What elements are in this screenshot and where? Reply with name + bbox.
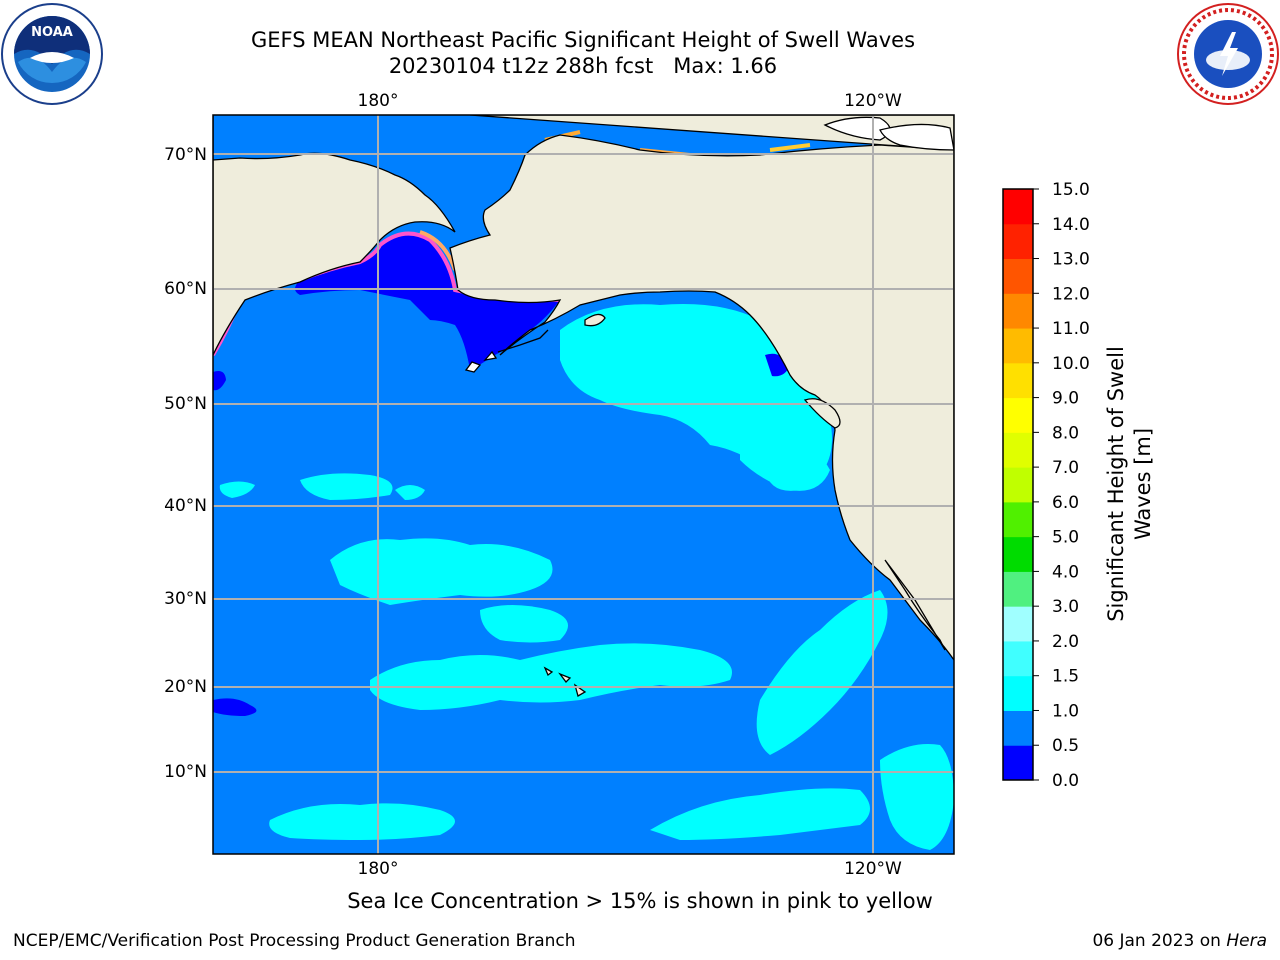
colorbar-tick-label: 13.0 (1052, 250, 1090, 270)
colorbar-tick-label: 6.0 (1052, 493, 1079, 513)
colorbar-tick-label: 1.0 (1052, 701, 1079, 721)
lat-tick-60n: 60°N (164, 279, 207, 299)
footer-credit: NCEP/EMC/Verification Post Processing Pr… (13, 931, 576, 951)
colorbar-segment (1003, 467, 1033, 503)
colorbar-tick-label: 3.0 (1052, 597, 1079, 617)
colorbar-segment (1003, 675, 1033, 711)
colorbar-tick-label: 7.0 (1052, 458, 1079, 478)
colorbar-segment (1003, 640, 1033, 677)
colorbar-segment (1003, 432, 1033, 468)
colorbar-tick-label: 10.0 (1052, 354, 1090, 374)
colorbar-segment (1003, 745, 1033, 781)
colorbar: 0.0 0.5 1.0 1.5 2.0 3.0 4.0 5.0 6.0 7.0 8.0 9.0 10.0… (1002, 180, 1090, 791)
chart-title: GEFS MEAN Northeast Pacific Significant … (250, 28, 916, 52)
colorbar-tick-label: 0.0 (1052, 771, 1079, 791)
map-panel (213, 115, 954, 854)
colorbar-title-line1: Significant Height of Swell (1104, 346, 1128, 622)
colorbar-segment (1003, 328, 1033, 364)
lon-tick-bottom-180: 180° (358, 859, 399, 879)
graticule (213, 115, 954, 854)
colorbar-tick-label: 4.0 (1052, 562, 1079, 582)
footer-host: Hera (1226, 931, 1267, 951)
lat-tick-70n: 70°N (164, 145, 207, 165)
colorbar-segment (1003, 397, 1033, 433)
colorbar-segment (1003, 223, 1033, 260)
colorbar-segment (1003, 571, 1033, 607)
colorbar-tick-label: 0.5 (1052, 736, 1079, 756)
colorbar-segment (1003, 189, 1033, 225)
colorbar-segment (1003, 536, 1033, 572)
colorbar-tick-label: 8.0 (1052, 423, 1079, 443)
chart-subtitle: 20230104 t12z 288h fcst Max: 1.66 (388, 54, 778, 78)
lon-tick-top-120w: 120°W (844, 91, 902, 111)
colorbar-segment (1003, 710, 1033, 746)
colorbar-tick-label: 2.0 (1052, 632, 1079, 652)
noaa-logo: NOAA (1, 3, 103, 105)
footer-date-text: 06 Jan 2023 on (1092, 931, 1227, 951)
low-swell-patches (213, 233, 790, 716)
colorbar-tick-label: 11.0 (1052, 319, 1090, 339)
colorbar-tick-label: 1.5 (1052, 667, 1079, 687)
lat-tick-50n: 50°N (164, 394, 207, 414)
colorbar-segment (1003, 606, 1033, 642)
colorbar-tick-label: 5.0 (1052, 528, 1079, 548)
colorbar-segment (1003, 293, 1033, 329)
nws-logo (1177, 3, 1279, 105)
colorbar-frame (1002, 188, 1034, 781)
colorbar-tick-label: 12.0 (1052, 284, 1090, 304)
lat-tick-30n: 30°N (164, 589, 207, 609)
map-frame (212, 114, 955, 855)
colorbar-segment (1003, 258, 1033, 294)
land (213, 115, 954, 697)
colorbar-segment (1003, 362, 1033, 399)
sea-ice-note: Sea Ice Concentration > 15% is shown in … (347, 889, 933, 913)
lat-tick-10n: 10°N (164, 762, 207, 782)
lon-tick-bottom-120w: 120°W (844, 859, 902, 879)
colorbar-tick-label: 15.0 (1052, 180, 1090, 200)
svg-text:NOAA: NOAA (31, 25, 73, 40)
swell-patches (219, 304, 954, 850)
lon-tick-top-180: 180° (358, 91, 399, 111)
colorbar-tick-label: 14.0 (1052, 215, 1090, 235)
footer-date: 06 Jan 2023 on Hera (1092, 931, 1267, 951)
lat-tick-20n: 20°N (164, 677, 207, 697)
colorbar-segment (1003, 501, 1033, 538)
colorbar-title-line2: Waves [m] (1131, 428, 1155, 540)
colorbar-tick-label: 9.0 (1052, 389, 1079, 409)
lat-tick-40n: 40°N (164, 496, 207, 516)
